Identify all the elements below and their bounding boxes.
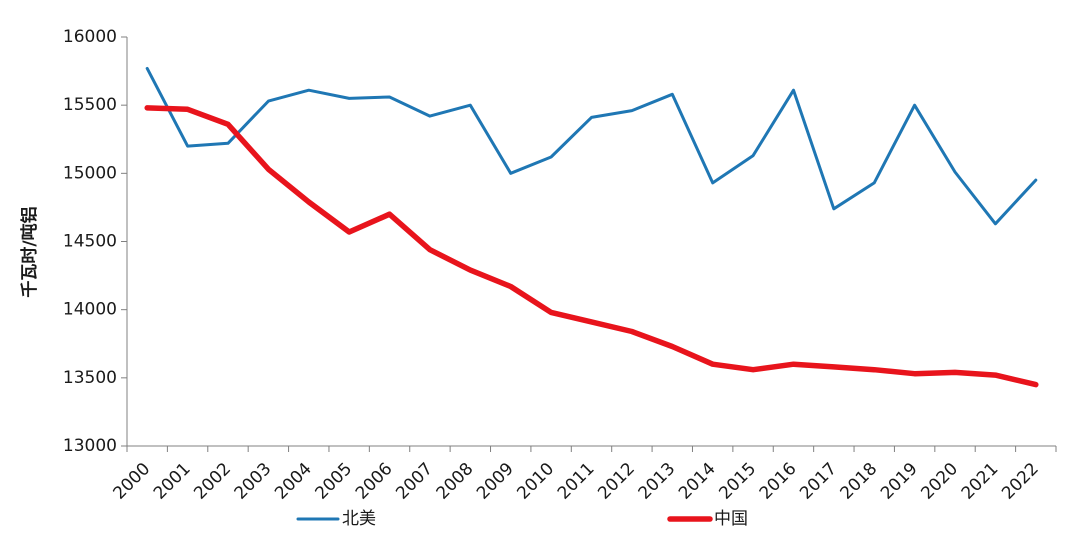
x-tick-label: 2003 bbox=[231, 459, 276, 504]
x-tick-label: 2006 bbox=[352, 459, 397, 504]
y-tick-label: 14500 bbox=[63, 232, 117, 252]
x-tick-label: 2000 bbox=[110, 459, 155, 504]
x-tick-label: 2016 bbox=[756, 459, 801, 504]
x-tick-label: 2015 bbox=[715, 459, 760, 504]
x-tick-label: 2019 bbox=[877, 459, 922, 504]
x-tick-label: 2011 bbox=[554, 459, 599, 504]
y-tick-label: 14000 bbox=[63, 300, 117, 320]
y-tick-label: 13500 bbox=[63, 368, 117, 388]
legend-label-1: 北美 bbox=[342, 509, 376, 529]
x-tick-label: 2004 bbox=[271, 459, 316, 504]
x-tick-label: 2018 bbox=[837, 459, 882, 504]
x-tick-label: 2008 bbox=[433, 459, 478, 504]
x-tick-label: 2013 bbox=[635, 459, 680, 504]
series-line-1 bbox=[145, 66, 1038, 226]
x-tick-label: 2020 bbox=[917, 459, 962, 504]
x-tick-label: 2010 bbox=[513, 459, 558, 504]
y-tick-label: 13000 bbox=[63, 436, 117, 456]
x-tick-label: 2009 bbox=[473, 459, 518, 504]
x-axis: 2000200120022003200420052006200720082009… bbox=[110, 445, 1057, 504]
legend: 北美 中国 bbox=[296, 509, 748, 529]
x-tick-label: 2002 bbox=[190, 459, 235, 504]
x-tick-label: 2001 bbox=[150, 459, 195, 504]
y-axis-label: 千瓦时/吨铝 bbox=[19, 206, 40, 297]
x-tick-label: 2007 bbox=[392, 459, 437, 504]
series-line-2 bbox=[144, 105, 1039, 388]
x-tick-label: 2022 bbox=[998, 459, 1043, 504]
legend-label-2: 中国 bbox=[714, 509, 748, 529]
x-tick-label: 2017 bbox=[796, 459, 841, 504]
x-tick-label: 2021 bbox=[958, 459, 1003, 504]
y-tick-label: 16000 bbox=[63, 27, 117, 47]
x-tick-label: 2012 bbox=[594, 459, 639, 504]
y-tick-label: 15500 bbox=[63, 95, 117, 115]
series-group bbox=[144, 66, 1039, 388]
x-tick-label: 2014 bbox=[675, 459, 720, 504]
y-tick-label: 15000 bbox=[63, 163, 117, 183]
y-axis: 13000 13500 14000 14500 15000 15500 16000 bbox=[63, 27, 128, 456]
x-tick-label: 2005 bbox=[311, 459, 356, 504]
